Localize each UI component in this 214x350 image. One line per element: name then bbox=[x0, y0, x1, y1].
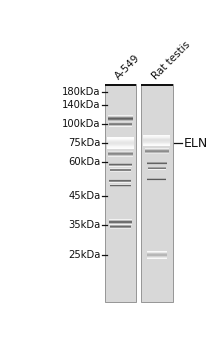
Bar bbox=[147, 255, 167, 256]
Bar bbox=[143, 145, 171, 146]
Bar bbox=[145, 149, 169, 150]
Bar bbox=[107, 142, 134, 143]
Bar bbox=[147, 254, 167, 255]
Bar bbox=[108, 152, 133, 153]
Text: A-549: A-549 bbox=[113, 52, 142, 81]
Bar bbox=[109, 224, 132, 225]
Bar bbox=[147, 253, 167, 254]
Bar bbox=[107, 141, 134, 142]
Bar bbox=[107, 143, 134, 144]
Bar bbox=[107, 146, 134, 147]
Text: 75kDa: 75kDa bbox=[68, 138, 101, 148]
Bar bbox=[107, 145, 134, 146]
Bar bbox=[147, 251, 167, 252]
Bar bbox=[108, 151, 133, 152]
Bar bbox=[109, 222, 132, 223]
Text: 60kDa: 60kDa bbox=[68, 157, 101, 167]
Bar bbox=[108, 152, 133, 153]
Bar bbox=[145, 150, 169, 151]
Text: 45kDa: 45kDa bbox=[68, 191, 101, 201]
Bar bbox=[107, 148, 134, 149]
Bar bbox=[108, 156, 133, 157]
Bar bbox=[108, 154, 133, 155]
Bar bbox=[108, 117, 133, 118]
Bar bbox=[109, 221, 132, 222]
Bar bbox=[108, 120, 133, 121]
Bar bbox=[147, 258, 167, 259]
Bar bbox=[143, 140, 171, 141]
Bar bbox=[145, 148, 169, 149]
Bar bbox=[107, 140, 134, 141]
Bar bbox=[109, 219, 132, 220]
Bar bbox=[108, 118, 133, 119]
Bar bbox=[145, 151, 169, 152]
Text: Rat testis: Rat testis bbox=[150, 39, 192, 81]
Bar bbox=[108, 116, 133, 117]
Bar bbox=[147, 252, 167, 253]
Bar bbox=[109, 223, 132, 224]
Bar bbox=[108, 121, 133, 122]
Bar bbox=[107, 146, 134, 147]
Bar bbox=[147, 257, 167, 258]
Bar bbox=[109, 219, 132, 220]
Bar bbox=[107, 147, 134, 148]
Bar bbox=[108, 118, 133, 119]
Bar bbox=[143, 139, 171, 140]
Bar bbox=[143, 142, 171, 143]
Bar bbox=[105, 84, 136, 302]
Bar bbox=[143, 141, 171, 142]
Bar bbox=[107, 139, 134, 140]
Bar bbox=[143, 136, 171, 137]
Bar bbox=[109, 220, 132, 221]
Bar bbox=[145, 153, 169, 154]
Bar bbox=[108, 153, 133, 154]
Bar bbox=[143, 144, 171, 145]
Bar bbox=[108, 120, 133, 121]
Bar bbox=[147, 256, 167, 257]
Bar bbox=[143, 135, 171, 136]
Bar bbox=[107, 144, 134, 145]
Bar bbox=[108, 155, 133, 156]
Bar bbox=[108, 119, 133, 120]
Bar bbox=[143, 138, 171, 139]
Bar bbox=[143, 143, 171, 144]
Bar bbox=[145, 152, 169, 153]
Bar bbox=[108, 119, 133, 120]
Text: 140kDa: 140kDa bbox=[62, 100, 101, 110]
Bar bbox=[107, 138, 134, 139]
Text: 180kDa: 180kDa bbox=[62, 87, 101, 97]
Bar bbox=[143, 137, 171, 138]
Bar bbox=[143, 144, 171, 145]
Bar bbox=[147, 254, 167, 255]
Bar bbox=[107, 145, 134, 146]
Bar bbox=[143, 140, 171, 141]
Bar bbox=[141, 84, 173, 86]
Bar bbox=[141, 84, 173, 302]
Bar bbox=[105, 84, 136, 86]
Text: 35kDa: 35kDa bbox=[68, 220, 101, 230]
Bar bbox=[109, 224, 132, 225]
Text: 100kDa: 100kDa bbox=[62, 119, 101, 129]
Bar bbox=[143, 141, 171, 142]
Bar bbox=[107, 142, 134, 143]
Text: 25kDa: 25kDa bbox=[68, 250, 101, 260]
Text: ELN: ELN bbox=[183, 136, 208, 149]
